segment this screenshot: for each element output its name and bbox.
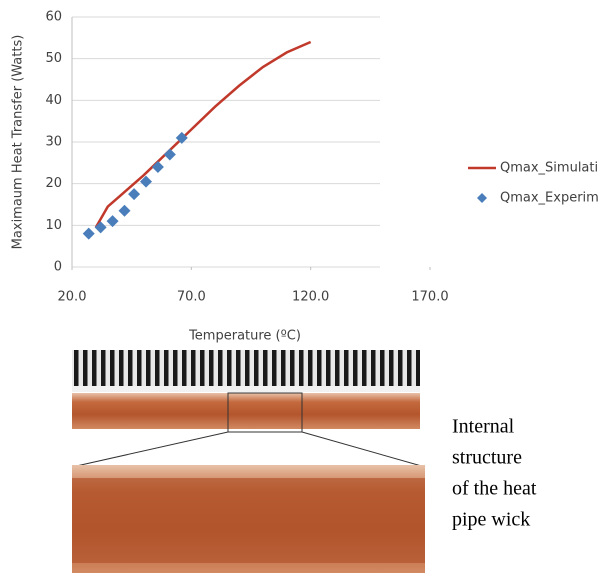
x-tick-label: 70.0: [177, 290, 206, 305]
y-tick-label: 0: [54, 260, 62, 275]
data-point: [151, 161, 164, 173]
caption: Internal structure of the heat pipe wick: [452, 416, 537, 531]
data-point: [82, 227, 95, 240]
y-tick-label: 50: [45, 51, 62, 66]
legend-swatch: [477, 193, 487, 203]
x-axis-title: Temperature (ºC): [188, 329, 301, 344]
x-tick-label: 120.0: [292, 290, 329, 305]
caption-line: of the heat: [452, 478, 537, 500]
y-tick-label: 60: [45, 10, 62, 25]
zoom-line: [301, 431, 426, 468]
data-point: [139, 175, 152, 188]
data-point: [128, 188, 141, 201]
legend-label: Qmax_Experiment: [500, 191, 598, 206]
data-point: [106, 215, 119, 228]
ruler: [72, 350, 420, 386]
x-tick-label: 170.0: [411, 290, 448, 305]
ruler-edge: [72, 386, 420, 392]
y-tick-label: 10: [45, 218, 62, 233]
y-tick-label: 20: [45, 176, 62, 191]
wick-texture: [72, 478, 425, 563]
data-point: [163, 148, 176, 161]
zoom-box: [227, 392, 303, 433]
photo: [71, 350, 426, 573]
y-tick-label: 30: [45, 135, 62, 150]
y-tick-label: 40: [45, 93, 62, 108]
plot: 0 10 20 30 40 50 60 20.0 70.0 120.0 170.0: [45, 10, 448, 305]
data-point: [118, 204, 131, 217]
series-line: [94, 40, 312, 229]
zoom-line: [71, 431, 229, 468]
caption-line: structure: [452, 447, 522, 469]
data-point: [94, 221, 107, 234]
legend-label: Qmax_Simulation: [500, 161, 598, 176]
x-tick-label: 20.0: [58, 290, 87, 305]
caption-line: pipe wick: [452, 509, 530, 531]
heat-pipe: [72, 393, 420, 429]
data-point: [175, 131, 188, 144]
y-axis-title: Maximaum Heat Transfer (Watts): [11, 35, 26, 250]
caption-line: Internal: [452, 416, 515, 438]
